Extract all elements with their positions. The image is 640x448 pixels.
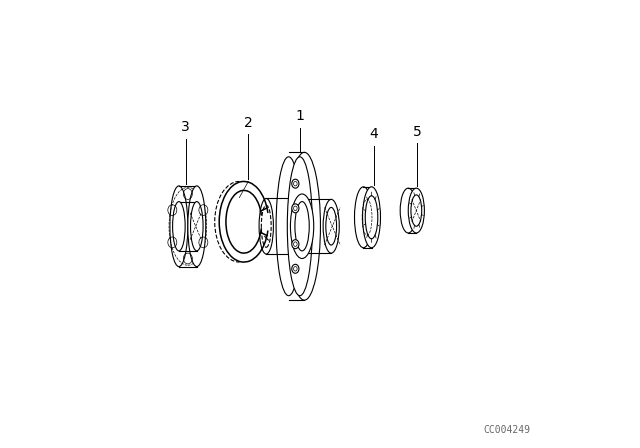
Ellipse shape: [292, 179, 299, 188]
Text: 1: 1: [296, 109, 304, 123]
Ellipse shape: [288, 152, 321, 300]
Text: 2: 2: [244, 116, 253, 130]
Ellipse shape: [400, 188, 417, 233]
Ellipse shape: [276, 157, 301, 296]
Ellipse shape: [188, 186, 206, 267]
Ellipse shape: [323, 199, 339, 253]
Ellipse shape: [191, 202, 203, 251]
Ellipse shape: [292, 240, 299, 249]
Ellipse shape: [287, 157, 312, 296]
Ellipse shape: [292, 204, 299, 213]
Text: 3: 3: [181, 121, 190, 134]
Ellipse shape: [291, 194, 314, 258]
Text: 4: 4: [369, 127, 378, 141]
Text: CC004249: CC004249: [484, 425, 531, 435]
Ellipse shape: [170, 186, 188, 267]
Ellipse shape: [173, 202, 185, 251]
Ellipse shape: [259, 198, 273, 254]
Ellipse shape: [408, 188, 424, 233]
Ellipse shape: [362, 187, 380, 248]
Ellipse shape: [355, 187, 372, 248]
Text: 5: 5: [413, 125, 422, 139]
Ellipse shape: [292, 264, 299, 273]
